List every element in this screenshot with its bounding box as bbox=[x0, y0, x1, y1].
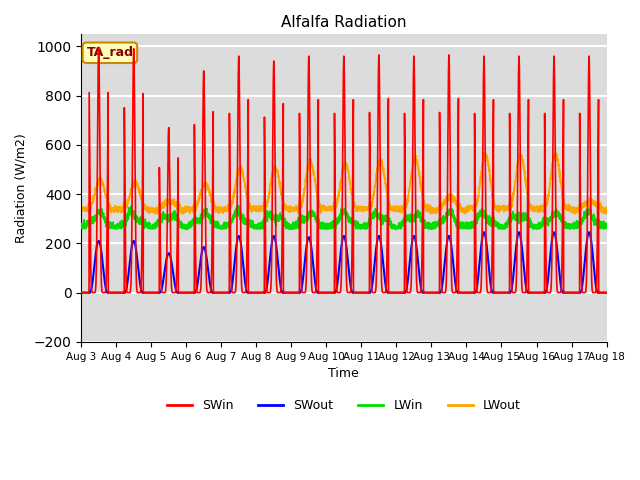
Y-axis label: Radiation (W/m2): Radiation (W/m2) bbox=[15, 133, 28, 243]
Legend: SWin, SWout, LWin, LWout: SWin, SWout, LWin, LWout bbox=[162, 395, 525, 417]
X-axis label: Time: Time bbox=[328, 367, 359, 380]
Text: TA_rad: TA_rad bbox=[86, 46, 133, 59]
Title: Alfalfa Radiation: Alfalfa Radiation bbox=[281, 15, 406, 30]
